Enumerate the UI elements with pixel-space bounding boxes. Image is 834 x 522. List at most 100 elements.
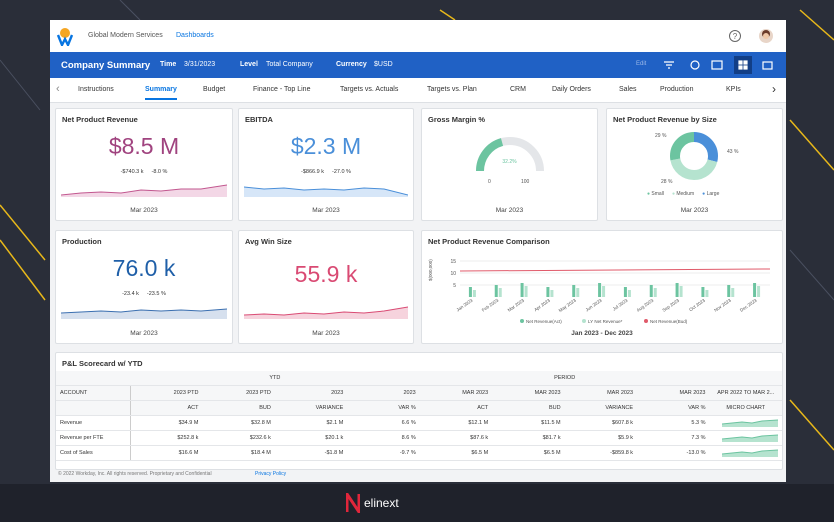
- delta-pct: -23.5 %: [146, 291, 166, 297]
- column-header: VARIANCE: [274, 400, 348, 416]
- bar: [602, 286, 606, 297]
- bar: [546, 287, 550, 297]
- bar: [520, 283, 524, 297]
- column-header: ACT: [130, 400, 203, 416]
- tab[interactable]: CRM: [510, 86, 526, 93]
- legend-text: Large: [706, 191, 720, 197]
- help-icon[interactable]: ?: [728, 29, 742, 43]
- card-title: Net Product Revenue: [62, 115, 138, 124]
- period-select[interactable]: Mar 2023: [130, 330, 158, 337]
- period-select[interactable]: Mar 2023: [680, 207, 709, 214]
- column-header: BUD: [202, 400, 275, 416]
- legend-swatch: [520, 319, 524, 323]
- period-select[interactable]: Mar 2023: [130, 207, 158, 214]
- privacy-link[interactable]: Privacy Policy: [255, 471, 287, 477]
- gauge-card: Gross Margin % 32.2% 0 100 Mar 2023: [421, 108, 598, 221]
- column-header: 2023 PTD: [130, 385, 203, 401]
- company-name: Global Modern Services: [88, 32, 163, 39]
- budget-line: [459, 268, 771, 272]
- tab[interactable]: Finance - Top Line: [253, 86, 311, 93]
- table-cell: -9.7 %: [347, 445, 420, 461]
- table-cell: $34.9 M: [130, 415, 203, 431]
- tab[interactable]: KPIs: [726, 86, 741, 93]
- table-cell: Revenue: [56, 415, 131, 431]
- legend-text: LY Net Revenue*: [588, 319, 623, 324]
- comparison-chart: 15 10 5 Jan 2023 Feb 2023 Mar 2023 Apr 2023 May…: [450, 259, 771, 324]
- brand-bar: elinext: [0, 484, 834, 522]
- table-cell: -13.0 %: [637, 445, 710, 461]
- scorecard-table: YTD PERIOD ACCOUNT 2023 PTD 2023 PTD 2023 2023…: [56, 371, 782, 461]
- delta-pct: -27.0 %: [331, 169, 351, 175]
- sparkline: [61, 184, 227, 197]
- card-value: 76.0 k: [112, 255, 176, 281]
- bar: [701, 287, 705, 297]
- table-cell: $607.8 k: [564, 415, 638, 431]
- bar: [576, 288, 580, 297]
- tab[interactable]: Sales: [619, 86, 637, 93]
- toolbar-icons: [664, 56, 773, 74]
- tab-prev[interactable]: ‹: [56, 83, 60, 95]
- pie-card: Net Product Revenue by Size 29 % 43 % 28…: [606, 108, 783, 221]
- x-tick-label: Oct 2023: [688, 297, 706, 312]
- brand-logo: [346, 493, 360, 513]
- group-row: YTD PERIOD: [56, 371, 782, 386]
- column-header: MAR 2023: [419, 385, 493, 401]
- x-tick-label: Aug 2023: [636, 297, 655, 312]
- period-select[interactable]: Mar 2023: [312, 207, 340, 214]
- y-tick-label: 15: [450, 259, 456, 265]
- column-header: 2023: [274, 385, 348, 401]
- table-cell: $6.5 M: [492, 445, 565, 461]
- header-cell: ACCOUNT: [56, 385, 131, 401]
- tab[interactable]: Instructions: [78, 86, 114, 93]
- delta-pct: -8.0 %: [151, 169, 168, 175]
- delta: -$740.3 k: [120, 169, 144, 175]
- tab[interactable]: Targets vs. Plan: [427, 86, 477, 93]
- tab-next[interactable]: ›: [772, 82, 776, 96]
- period-select[interactable]: Mar 2023: [495, 207, 524, 214]
- avatar[interactable]: [758, 26, 774, 46]
- copyright: © 2022 Workday, Inc. All rights reserved…: [58, 471, 212, 477]
- slice-label: 43 %: [727, 149, 739, 155]
- x-tick-label: Mar 2023: [507, 297, 526, 312]
- table-cell: 8.6 %: [347, 430, 420, 446]
- tab[interactable]: Production: [660, 86, 694, 93]
- card-value: 55.9 k: [294, 261, 358, 287]
- bar: [705, 290, 709, 297]
- bar: [679, 286, 683, 297]
- card-deltas: -$866.9 k -27.0 %: [239, 169, 413, 175]
- period-select[interactable]: Jan 2023 - Dec 2023: [571, 330, 633, 337]
- tab[interactable]: Budget: [203, 86, 226, 93]
- card-title: Production: [62, 237, 102, 246]
- tab[interactable]: Daily Orders: [552, 86, 591, 93]
- header-row: ACT BUD VARIANCE VAR % ACT BUD VARIANCE VAR % MI…: [56, 400, 782, 416]
- gauge-value: 32.2%: [502, 159, 517, 165]
- legend-text: Small: [651, 191, 664, 197]
- currency-select[interactable]: $USD: [374, 61, 393, 68]
- x-tick-label: Dec 2023: [739, 297, 758, 312]
- bar: [472, 290, 476, 297]
- period-select[interactable]: Mar 2023: [312, 330, 340, 337]
- column-header: MAR 2023: [564, 385, 638, 401]
- column-header: 2023 PTD: [202, 385, 275, 401]
- bar: [753, 283, 757, 297]
- table-cell: $81.7 k: [492, 430, 565, 446]
- currency-label: Currency: [336, 61, 367, 68]
- table-cell: 6.6 %: [347, 415, 420, 431]
- logo: [56, 28, 74, 46]
- bar: [498, 288, 502, 297]
- tab[interactable]: Targets vs. Actuals: [340, 86, 399, 93]
- time-select[interactable]: 3/31/2023: [184, 61, 216, 68]
- dashboards-link[interactable]: Dashboards: [176, 32, 214, 39]
- edit-button[interactable]: Edit: [636, 61, 647, 67]
- micro-chart: [721, 434, 779, 442]
- kpi-card: Production 76.0 k -23.4 k -23.5 % Mar 202…: [55, 230, 233, 344]
- column-header: VAR %: [637, 400, 710, 416]
- table-row: Revenue $34.9 M $32.8 M $2.1 M 6.6 % $12.1 M $…: [56, 415, 782, 431]
- tab[interactable]: Summary: [145, 86, 177, 100]
- gauge: [475, 137, 544, 172]
- table-cell: $32.8 M: [202, 415, 275, 431]
- level-select[interactable]: Total Company: [266, 61, 313, 68]
- table-cell: 5.3 %: [637, 415, 710, 431]
- bar: [757, 286, 761, 297]
- x-tick-label: May 2023: [558, 297, 577, 313]
